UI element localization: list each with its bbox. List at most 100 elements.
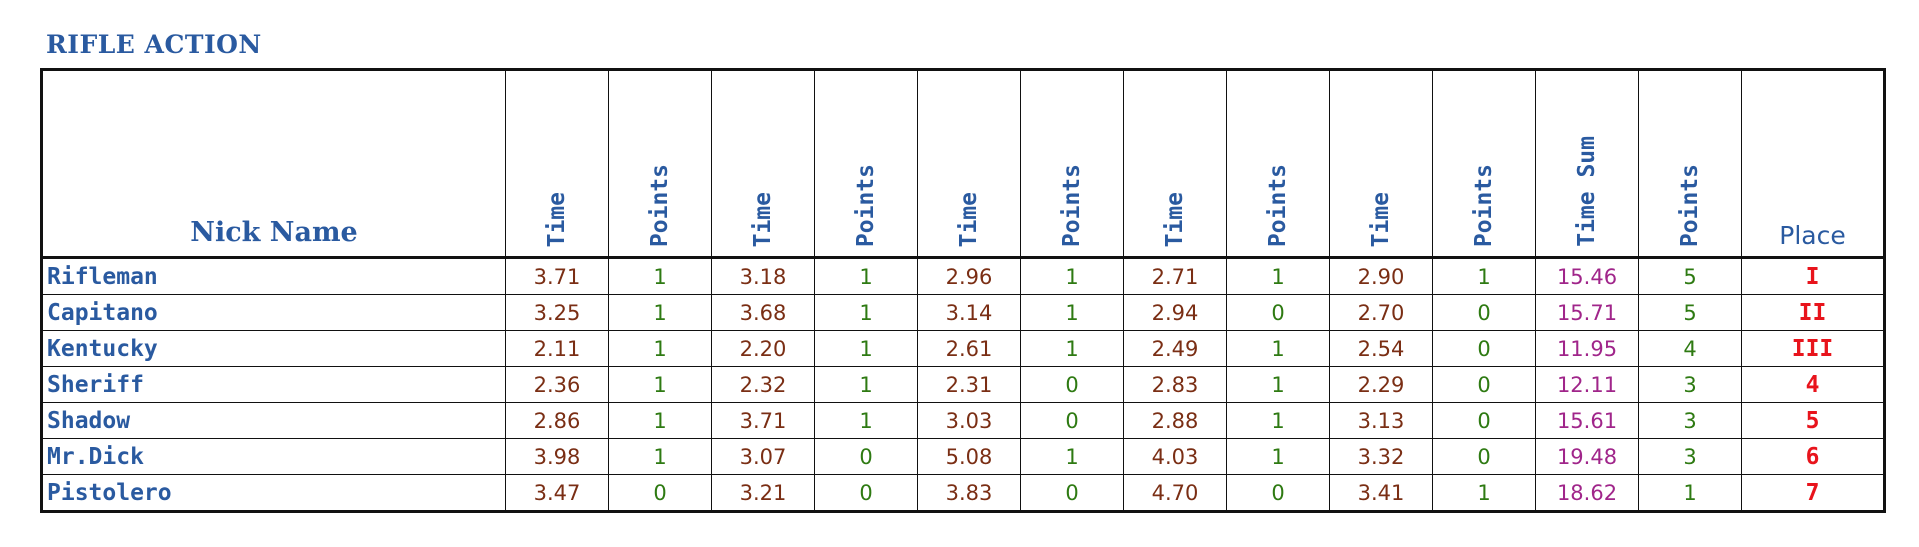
cell-points-5: 1 (1432, 474, 1536, 512)
header-total-points: Points (1638, 69, 1742, 259)
cell-points-1: 1 (608, 402, 712, 439)
cell-time-2: 3.21 (711, 474, 815, 512)
cell-time-4: 2.71 (1123, 257, 1227, 295)
table-row: Pistolero 3.47 0 3.21 0 3.83 0 4.70 0 3.41 1 18.62 1… (41, 474, 1885, 512)
header-place: Place (1741, 69, 1885, 259)
cell-points-2: 1 (814, 257, 918, 295)
cell-nick-name: Pistolero (41, 474, 506, 512)
table-row: Rifleman 3.71 1 3.18 1 2.96 1 2.71 1 2.90 1 15.46 5 I (41, 257, 1885, 295)
header-time-3: Time (917, 69, 1021, 259)
cell-points-4: 1 (1226, 438, 1330, 475)
header-label: Points (1059, 163, 1085, 247)
cell-points-4: 0 (1226, 294, 1330, 331)
cell-time-sum: 15.71 (1535, 294, 1639, 331)
cell-time-4: 4.70 (1123, 474, 1227, 512)
cell-time-4: 2.49 (1123, 330, 1227, 367)
cell-points-4: 0 (1226, 474, 1330, 512)
cell-time-5: 2.90 (1329, 257, 1433, 295)
cell-time-1: 3.25 (505, 294, 609, 331)
cell-place: III (1741, 330, 1885, 367)
cell-time-2: 3.07 (711, 438, 815, 475)
cell-time-sum: 15.61 (1535, 402, 1639, 439)
cell-points-3: 1 (1020, 294, 1124, 331)
cell-points-2: 1 (814, 330, 918, 367)
cell-total-points: 3 (1638, 438, 1742, 475)
cell-place: II (1741, 294, 1885, 331)
cell-time-4: 2.88 (1123, 402, 1227, 439)
cell-points-1: 1 (608, 438, 712, 475)
cell-time-2: 3.68 (711, 294, 815, 331)
table-row: Capitano 3.25 1 3.68 1 3.14 1 2.94 0 2.70 0 15.71 5 I… (41, 294, 1885, 331)
cell-time-3: 3.03 (917, 402, 1021, 439)
header-label: Points (1677, 163, 1703, 247)
cell-points-5: 0 (1432, 366, 1536, 403)
header-points-3: Points (1020, 69, 1124, 259)
cell-points-1: 1 (608, 294, 712, 331)
cell-points-1: 1 (608, 366, 712, 403)
cell-points-5: 0 (1432, 438, 1536, 475)
cell-points-5: 0 (1432, 402, 1536, 439)
cell-time-1: 3.71 (505, 257, 609, 295)
cell-place: 6 (1741, 438, 1885, 475)
cell-points-3: 0 (1020, 474, 1124, 512)
cell-time-3: 5.08 (917, 438, 1021, 475)
cell-place: 7 (1741, 474, 1885, 512)
cell-time-3: 2.96 (917, 257, 1021, 295)
cell-time-2: 2.20 (711, 330, 815, 367)
cell-time-5: 2.54 (1329, 330, 1433, 367)
cell-points-2: 1 (814, 366, 918, 403)
header-time-5: Time (1329, 69, 1433, 259)
cell-time-1: 3.47 (505, 474, 609, 512)
cell-time-5: 2.70 (1329, 294, 1433, 331)
header-label: Time (1162, 191, 1188, 247)
cell-points-5: 0 (1432, 330, 1536, 367)
cell-nick-name: Capitano (41, 294, 506, 331)
header-time-sum: Time Sum (1535, 69, 1639, 259)
cell-time-1: 2.36 (505, 366, 609, 403)
table-row: Kentucky 2.11 1 2.20 1 2.61 1 2.49 1 2.54 0 11.95 4 I… (41, 330, 1885, 367)
cell-place: 4 (1741, 366, 1885, 403)
header-points-5: Points (1432, 69, 1536, 259)
cell-points-2: 1 (814, 402, 918, 439)
cell-time-3: 2.61 (917, 330, 1021, 367)
results-table: Nick Name Time Points Time Points Time P… (40, 68, 1886, 513)
cell-place: 5 (1741, 402, 1885, 439)
cell-nick-name: Rifleman (41, 257, 506, 295)
table-row: Mr.Dick 3.98 1 3.07 0 5.08 1 4.03 1 3.32 0 19.48 3 6 (41, 438, 1885, 475)
cell-points-5: 1 (1432, 257, 1536, 295)
cell-points-1: 0 (608, 474, 712, 512)
cell-points-1: 1 (608, 330, 712, 367)
header-label: Points (1471, 163, 1497, 247)
cell-total-points: 4 (1638, 330, 1742, 367)
page-title: RIFLE ACTION (46, 30, 262, 59)
cell-points-3: 1 (1020, 438, 1124, 475)
cell-time-1: 3.98 (505, 438, 609, 475)
cell-time-sum: 19.48 (1535, 438, 1639, 475)
header-label: Points (1265, 163, 1291, 247)
cell-time-5: 3.32 (1329, 438, 1433, 475)
header-points-1: Points (608, 69, 712, 259)
cell-place: I (1741, 257, 1885, 295)
cell-total-points: 3 (1638, 366, 1742, 403)
cell-points-3: 0 (1020, 366, 1124, 403)
cell-total-points: 1 (1638, 474, 1742, 512)
cell-time-4: 2.94 (1123, 294, 1227, 331)
cell-time-5: 2.29 (1329, 366, 1433, 403)
cell-points-3: 1 (1020, 257, 1124, 295)
header-label: Points (647, 163, 673, 247)
cell-time-sum: 18.62 (1535, 474, 1639, 512)
cell-points-5: 0 (1432, 294, 1536, 331)
table-row: Shadow 2.86 1 3.71 1 3.03 0 2.88 1 3.13 0 15.61 3 5 (41, 402, 1885, 439)
cell-time-sum: 12.11 (1535, 366, 1639, 403)
cell-nick-name: Mr.Dick (41, 438, 506, 475)
cell-time-5: 3.13 (1329, 402, 1433, 439)
cell-time-2: 3.18 (711, 257, 815, 295)
cell-time-3: 2.31 (917, 366, 1021, 403)
header-label: Points (853, 163, 879, 247)
header-row: Nick Name Time Points Time Points Time P… (41, 69, 1885, 259)
header-label: Time (956, 191, 982, 247)
cell-points-4: 1 (1226, 330, 1330, 367)
cell-total-points: 5 (1638, 294, 1742, 331)
cell-time-4: 2.83 (1123, 366, 1227, 403)
cell-total-points: 3 (1638, 402, 1742, 439)
